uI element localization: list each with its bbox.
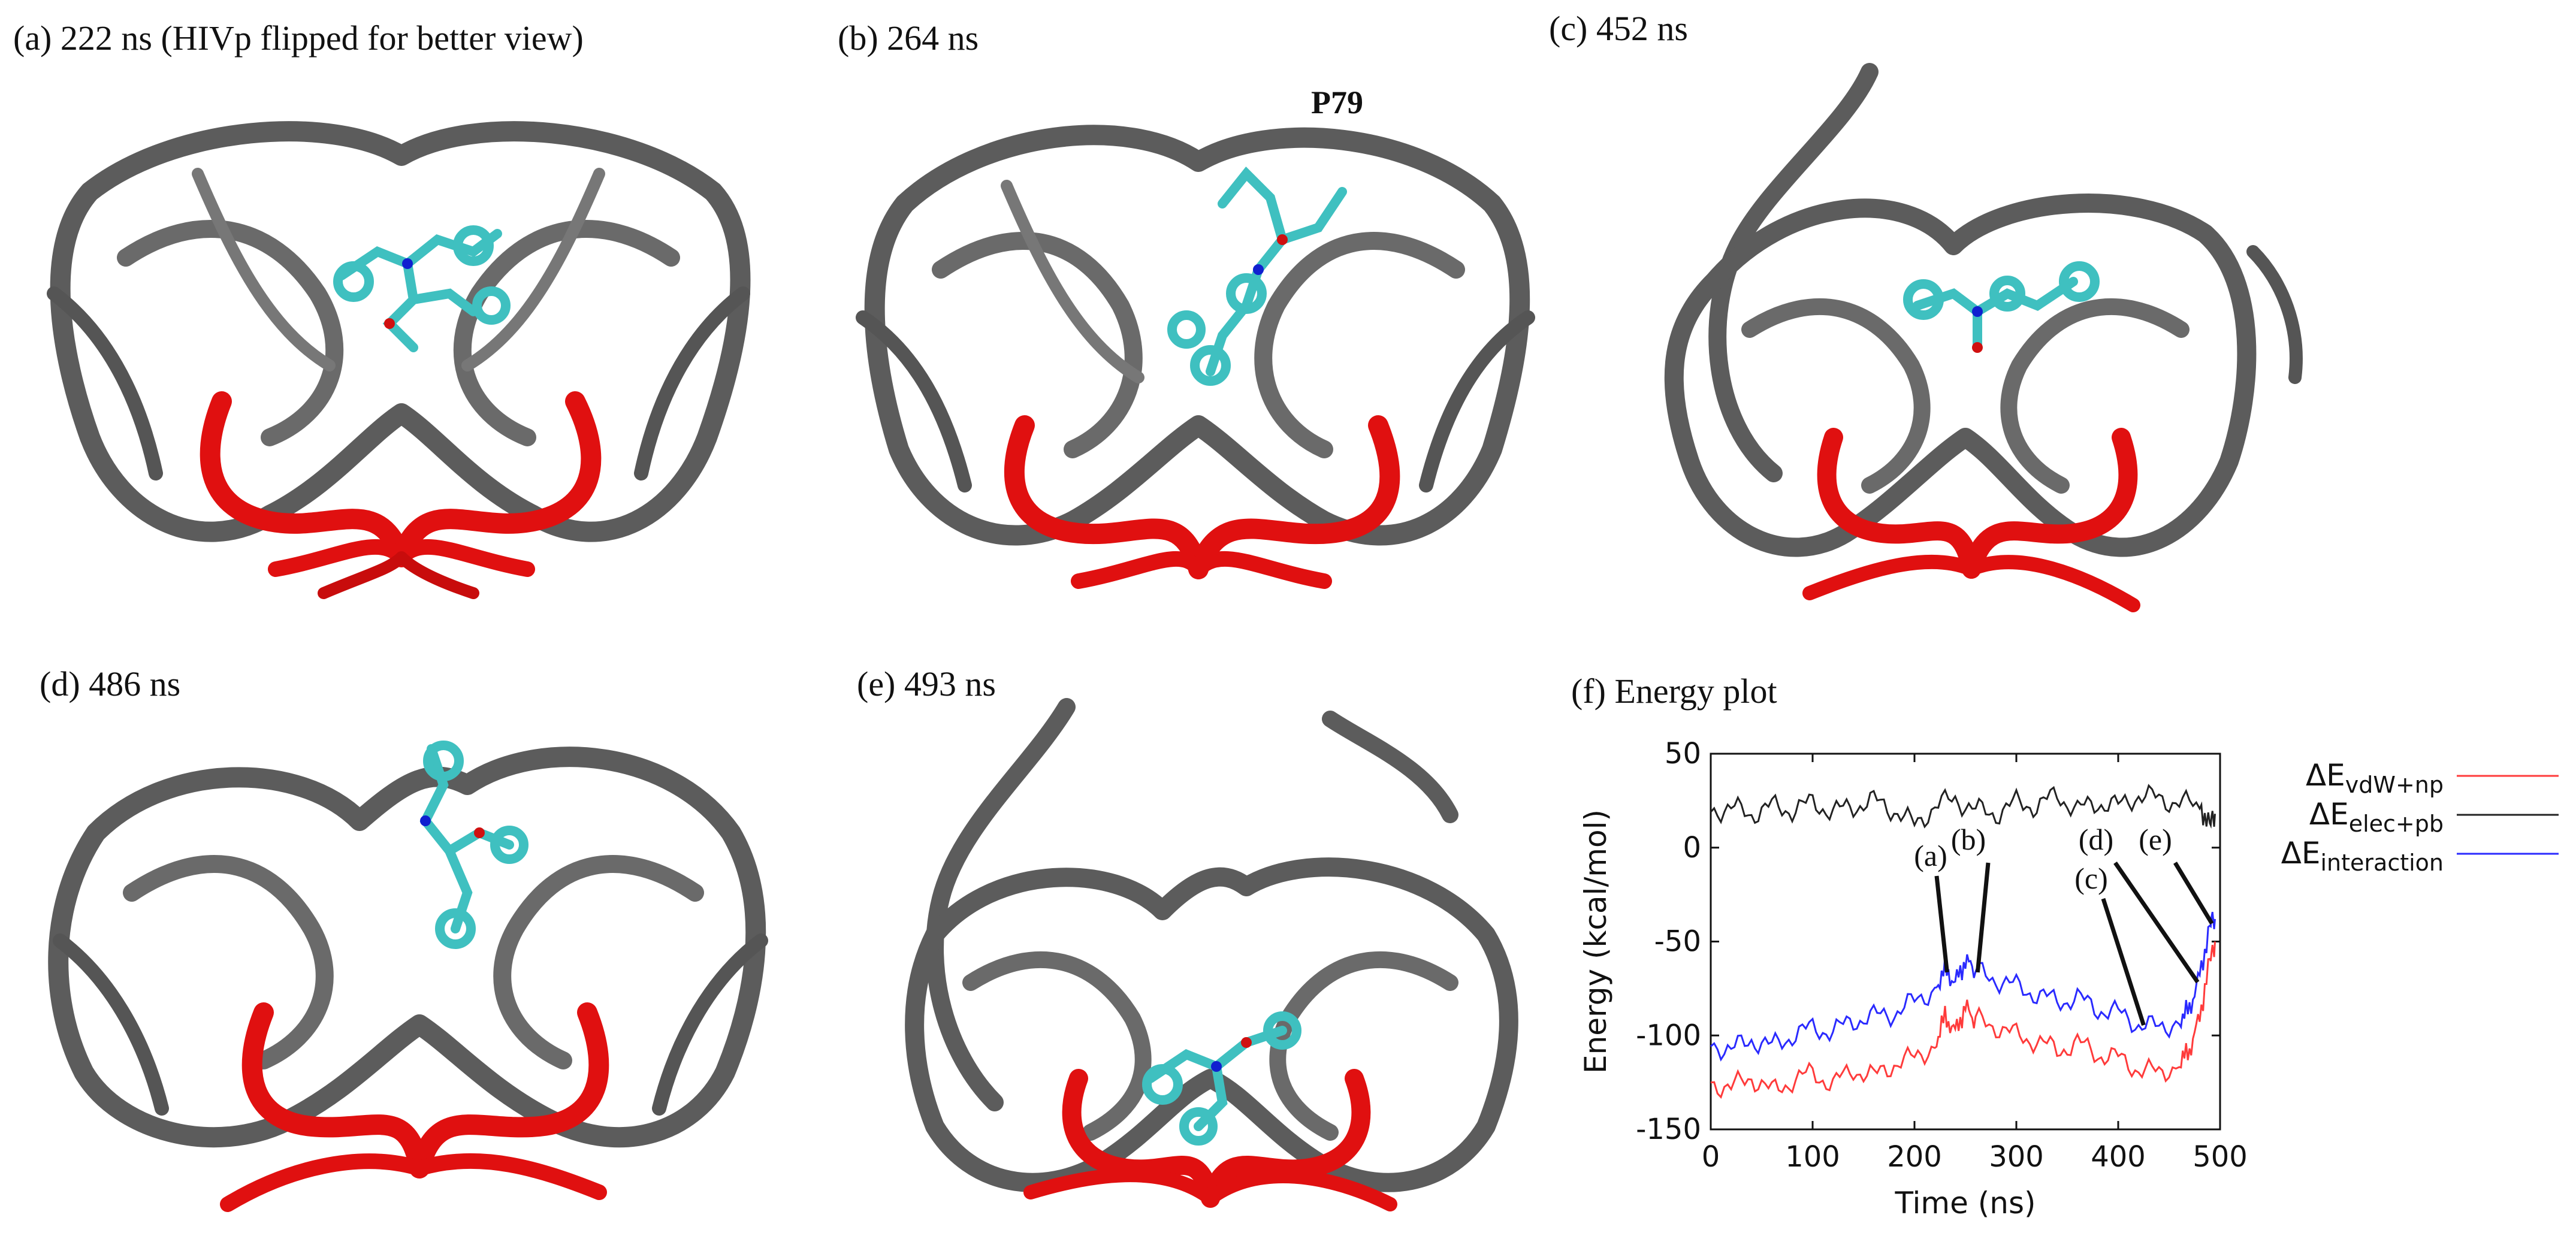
- legend-entry-label: ΔEvdW+np: [2306, 758, 2444, 798]
- y-axis-label: Energy (kcal/mol): [1578, 809, 1613, 1074]
- panel-e-label: (e) 493 ns: [857, 664, 996, 703]
- ligand-sticks: [1903, 261, 2100, 352]
- protein-ribbon: [905, 857, 1518, 1192]
- panel-a-label: (a) 222 ns (HIVp flipped for better view…: [13, 19, 584, 58]
- x-tick-label: 500: [2193, 1140, 2248, 1174]
- ligand-sticks: [333, 225, 511, 352]
- y-tick-label: -50: [1654, 925, 1701, 959]
- annotation-leader-line: [2113, 862, 2200, 984]
- protein-ribbon: [48, 747, 766, 1148]
- y-tick-label: 50: [1665, 737, 1701, 770]
- panel-c-label: (c) 452 ns: [1549, 9, 1688, 48]
- y-tick-label: -100: [1636, 1019, 1701, 1052]
- molecule-panel-d: [48, 741, 768, 1212]
- y-tick-label: -150: [1636, 1113, 1701, 1146]
- molecule-panel-c: [1664, 63, 2303, 612]
- annotation-label: (c): [2074, 862, 2108, 895]
- protein-ribbon: [1664, 194, 2257, 557]
- molecule-panel-e: [905, 698, 1518, 1211]
- protein-ribbon: [50, 121, 751, 542]
- y-tick-label: 0: [1683, 831, 1701, 865]
- plot-series: [1710, 784, 2216, 1099]
- x-tick-label: 0: [1702, 1140, 1720, 1174]
- x-tick-label: 300: [1989, 1140, 2044, 1174]
- annotation-label: (b): [1951, 823, 1986, 856]
- annotation-leader-line: [1975, 862, 1991, 973]
- series-line-vdW-np: [1710, 941, 2216, 1099]
- molecule-panel-b: [856, 125, 1535, 589]
- legend-entry-label: ΔEinteraction: [2281, 836, 2444, 876]
- annotation-leader-line: [2173, 862, 2214, 925]
- annotation-label: (e): [2139, 823, 2172, 856]
- series-line-elec-pb: [1710, 784, 2216, 829]
- molecule-panel-a: [47, 121, 751, 599]
- x-axis-label: Time (ns): [1894, 1186, 2036, 1220]
- annotation-label: (a): [1914, 839, 1947, 872]
- protein-ribbon: [864, 125, 1530, 546]
- plot-annotations: (a) (b) (c) (d) (e): [1914, 823, 2214, 1026]
- panel-f-label: (f) Energy plot: [1571, 672, 1777, 711]
- ligand-sticks: [1167, 167, 1347, 386]
- panel-d-label: (d) 486 ns: [40, 664, 181, 703]
- panel-b-label: (b) 264 ns: [838, 19, 979, 58]
- legend-entry-label: ΔEelec+pb: [2309, 797, 2444, 837]
- annotation-leader-line: [1934, 875, 1949, 973]
- annotation-leader-line: [2101, 898, 2146, 1026]
- annotation-label: (d): [2079, 823, 2113, 856]
- residue-label-p79: P79: [1311, 84, 1363, 120]
- x-tick-label: 100: [1785, 1140, 1840, 1174]
- x-tick-label: 200: [1887, 1140, 1942, 1174]
- x-tick-label: 400: [2091, 1140, 2146, 1174]
- series-line-interaction: [1710, 911, 2216, 1062]
